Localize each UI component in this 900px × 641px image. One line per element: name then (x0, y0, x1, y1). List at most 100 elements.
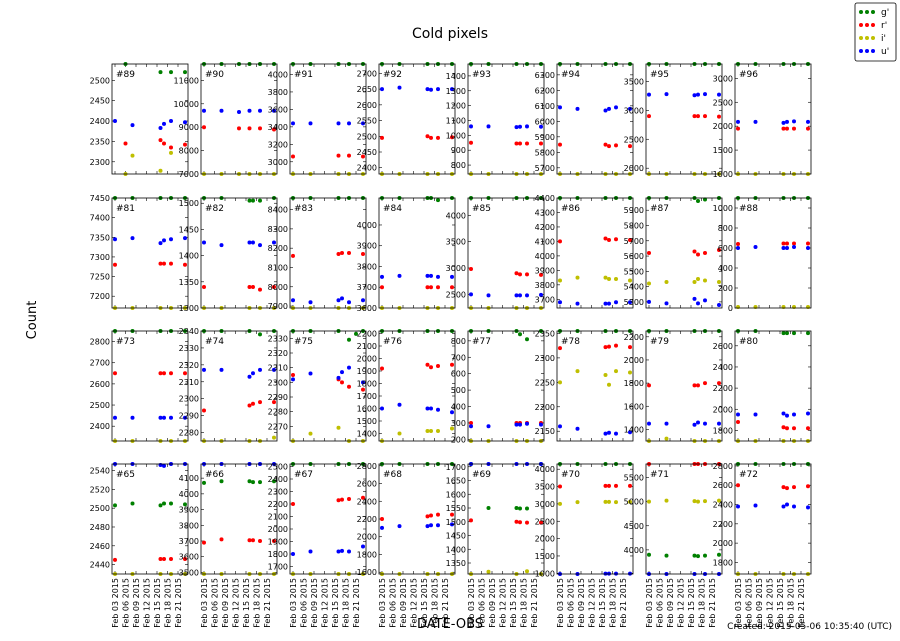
point-u (664, 92, 669, 97)
point-i (647, 499, 651, 504)
point-u (575, 106, 580, 111)
x-tick-label: Feb 12 2015 (499, 578, 508, 628)
panel-90: 7000 8000 9000 10000 11000 #90 (174, 62, 278, 179)
point-u (525, 293, 529, 298)
point-r (450, 135, 454, 140)
y-tick-label: 1500 (535, 552, 555, 561)
legend-marker-r (859, 23, 863, 27)
x-tick-label: Feb 15 2015 (420, 578, 429, 628)
y-tick-label: 10000 (174, 100, 199, 109)
y-tick-label: 2000 (624, 164, 644, 173)
point-i (425, 429, 430, 433)
y-tick-label: 1100 (446, 116, 466, 125)
y-tick-label: 2400 (268, 475, 288, 484)
point-u (258, 367, 262, 372)
x-tick-label: Feb 12 2015 (143, 578, 152, 628)
point-r (736, 126, 740, 131)
point-i (397, 431, 402, 436)
point-g (258, 332, 262, 337)
panel-83: 7900 8000 8100 8200 8300 8400 #83 (268, 196, 367, 311)
y-tick-label: 2290 (179, 412, 199, 421)
point-r (361, 154, 365, 159)
y-tick-label: 5500 (624, 267, 644, 276)
panel-frame (556, 197, 634, 309)
point-r (425, 134, 430, 139)
point-r (202, 540, 206, 545)
legend-label-u: u' (881, 47, 889, 57)
y-tick-label: 2500 (90, 401, 110, 410)
y-tick-label: 2400 (357, 164, 377, 173)
point-r (347, 497, 351, 501)
panel-frame (289, 197, 367, 309)
point-r (247, 403, 252, 408)
point-u (785, 413, 789, 418)
x-tick-label: Feb 03 2015 (378, 578, 387, 628)
point-i (664, 436, 669, 441)
y-tick-label: 2500 (357, 132, 377, 141)
x-tick-label: Feb 18 2015 (609, 578, 618, 628)
y-tick-label: 2500 (446, 290, 466, 299)
point-g (518, 506, 522, 511)
point-r (717, 114, 721, 119)
y-tick-label: 2300 (179, 395, 199, 404)
point-r (647, 251, 651, 255)
point-r (340, 380, 344, 385)
y-tick-label: 600 (451, 370, 466, 379)
point-u (219, 243, 224, 248)
y-tick-label: 2320 (268, 349, 288, 358)
panel-93: 800 900 1000 1100 1200 1300 1400 #93 (446, 62, 545, 176)
point-i (664, 498, 669, 503)
panel-86: 3700 3800 3900 4000 4100 4200 4300 4400 #86 (535, 194, 634, 309)
y-tick-label: 1550 (446, 504, 466, 513)
point-r (158, 371, 163, 376)
point-u (219, 108, 224, 113)
point-r (736, 242, 740, 246)
y-tick-label: 2800 (90, 338, 110, 347)
point-r (785, 241, 789, 246)
y-tick-label: 2250 (535, 378, 555, 387)
x-tick-label: Feb 03 2015 (467, 578, 476, 628)
y-tick-label: 6100 (535, 102, 555, 111)
point-i (607, 382, 611, 387)
panel-frame (378, 197, 456, 309)
y-tick-label: 3900 (535, 266, 555, 275)
point-u (272, 367, 276, 372)
point-u (251, 240, 255, 245)
point-r (469, 140, 473, 145)
point-r (202, 285, 206, 290)
point-u (258, 243, 262, 248)
point-r (628, 345, 632, 350)
y-tick-label: 3700 (179, 537, 199, 546)
point-u (308, 371, 313, 376)
panel-76: 1400 1500 1600 1700 1800 1900 2000 2100 2200 #76 (357, 329, 456, 443)
point-r (380, 135, 384, 140)
x-tick-label: Feb 21 2015 (174, 578, 183, 628)
y-tick-label: 2100 (268, 513, 288, 522)
point-i (607, 277, 611, 282)
point-u (518, 422, 522, 427)
point-u (380, 87, 384, 92)
x-tick-label: Feb 21 2015 (441, 578, 450, 628)
point-u (347, 365, 351, 370)
y-tick-label: 1450 (179, 225, 199, 234)
point-g (219, 479, 224, 484)
y-tick-label: 3600 (268, 105, 288, 114)
panel-label: #91 (294, 70, 313, 80)
point-u (486, 293, 491, 298)
y-tick-label: 1900 (268, 538, 288, 547)
point-r (436, 135, 440, 140)
point-i (575, 369, 580, 374)
point-u (539, 124, 543, 129)
panel-label: #77 (472, 337, 491, 347)
y-tick-label: 6200 (535, 86, 555, 95)
panel-frame (289, 330, 367, 442)
point-u (247, 108, 252, 113)
y-tick-label: 3600 (357, 304, 377, 313)
point-r (518, 141, 522, 146)
point-u (183, 120, 187, 125)
point-r (247, 126, 252, 131)
y-tick-label: 2000 (713, 539, 733, 548)
y-tick-label: 2500 (624, 135, 644, 144)
legend-marker-g (859, 10, 863, 14)
y-tick-label: 1700 (357, 392, 377, 401)
